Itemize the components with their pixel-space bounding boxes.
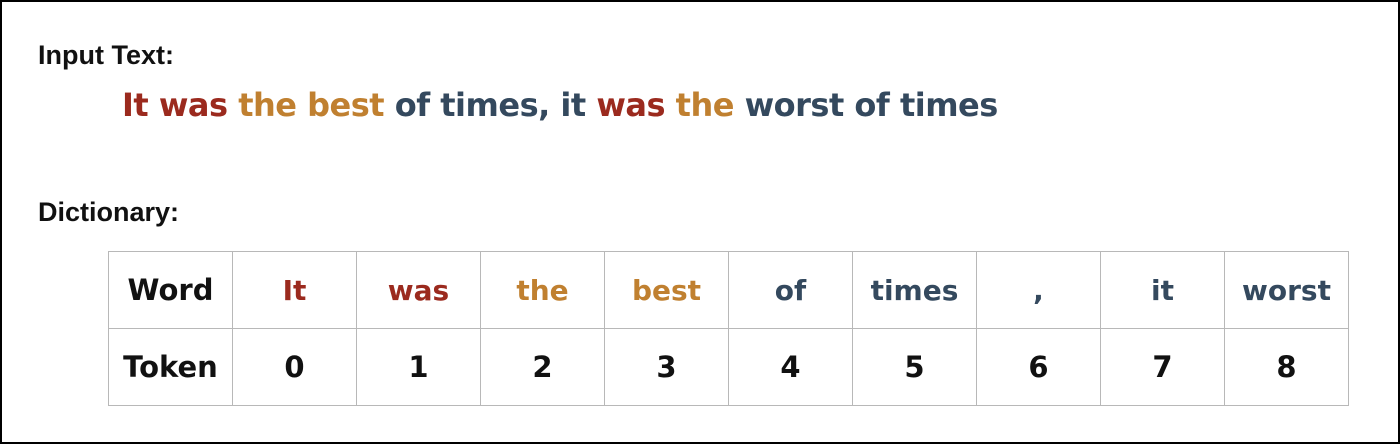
word-cell: the xyxy=(480,251,605,329)
sentence-word: best xyxy=(307,86,385,124)
token-cell: 0 xyxy=(232,328,357,406)
token-cell: 8 xyxy=(1224,328,1349,406)
word-cell: it xyxy=(1100,251,1225,329)
token-cell: 3 xyxy=(604,328,729,406)
word-cell: It xyxy=(232,251,357,329)
sentence-word: worst xyxy=(744,86,845,124)
input-sentence: It was the best of times, it was the wor… xyxy=(122,86,998,124)
word-cell: , xyxy=(976,251,1101,329)
token-cell: 2 xyxy=(480,328,605,406)
token-cell: 5 xyxy=(852,328,977,406)
token-cell: 4 xyxy=(728,328,853,406)
word-header-cell: Word xyxy=(108,251,233,329)
sentence-word: times, xyxy=(440,86,550,124)
sentence-word: times xyxy=(899,86,998,124)
sentence-word: of xyxy=(394,86,430,124)
word-cell: times xyxy=(852,251,977,329)
dictionary-table: Word It was the best of times, it worst Token 0… xyxy=(108,251,1349,406)
sentence-word: it xyxy=(560,86,586,124)
token-cell: 6 xyxy=(976,328,1101,406)
dictionary-label: Dictionary: xyxy=(38,197,180,227)
sentence-word: the xyxy=(675,86,735,124)
sentence-word: It xyxy=(122,86,149,124)
token-cell: 1 xyxy=(356,328,481,406)
word-cell: best xyxy=(604,251,729,329)
input-text-label: Input Text: xyxy=(38,40,174,70)
sentence-word: the xyxy=(238,86,297,124)
sentence-word: of xyxy=(854,86,890,124)
word-cell: of xyxy=(728,251,853,329)
sentence-word: was xyxy=(158,86,228,124)
word-row: Word It was the best of times, it worst xyxy=(108,251,1349,329)
sentence-word: was xyxy=(596,86,666,124)
token-header-cell: Token xyxy=(108,328,233,406)
word-cell: was xyxy=(356,251,481,329)
token-cell: 7 xyxy=(1100,328,1225,406)
word-cell: worst xyxy=(1224,251,1349,329)
